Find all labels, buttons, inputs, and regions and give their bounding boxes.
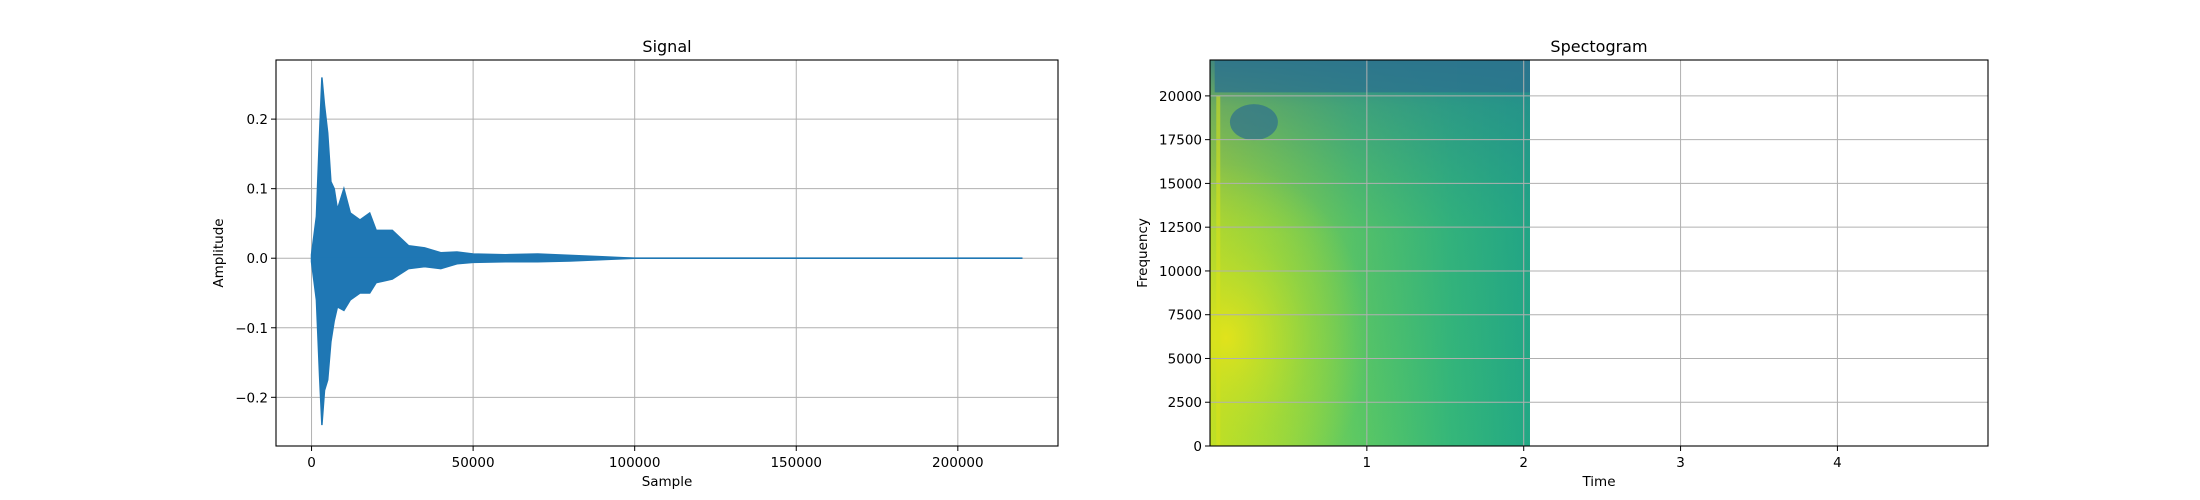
signal-title: Signal: [642, 37, 691, 56]
signal-ytick-label: −0.1: [235, 321, 268, 337]
signal-xtick-label: 200000: [932, 455, 984, 471]
spectrogram-title: Spectogram: [1550, 37, 1647, 56]
signal-xtick-label: 0: [307, 455, 316, 471]
signal-xtick-label: 100000: [609, 455, 661, 471]
signal-xtick-label: 150000: [770, 455, 822, 471]
spectrogram-axes: 1 2 3 4 0 2500 5000 7500 10000 12500 15000 17500 200…: [1135, 37, 1989, 490]
signal-ylabel: Amplitude: [211, 218, 227, 287]
spectrogram-xtick-label: 3: [1676, 455, 1685, 471]
spectrogram-ytick-label: 17500: [1159, 133, 1202, 149]
spectrogram-grid: [1210, 60, 1988, 447]
signal-grid: [276, 60, 1058, 446]
signal-xlabel: Sample: [642, 474, 693, 490]
signal-frame: [275, 59, 1059, 447]
signal-ytick-label: 0.0: [247, 251, 268, 267]
spectrogram-ytick-label: 5000: [1168, 351, 1202, 367]
signal-ytick-label: −0.2: [235, 390, 268, 406]
spectrogram-ytick-label: 10000: [1159, 264, 1202, 280]
spectrogram-ytick-label: 2500: [1168, 395, 1202, 411]
spectrogram-frame: [1209, 59, 1989, 447]
signal-waveform: [310, 77, 1023, 426]
spectrogram-ytick-label: 12500: [1159, 220, 1202, 236]
spectrogram-xtick-label: 4: [1833, 455, 1842, 471]
spectrogram-xtick-label: 2: [1519, 455, 1528, 471]
spectrogram-ytick-label: 20000: [1159, 89, 1202, 105]
spectrogram-dark-blob: [1229, 104, 1278, 141]
spectrogram-ylabel: Frequency: [1135, 218, 1151, 288]
spectrogram-xlabel: Time: [1581, 474, 1615, 490]
signal-ytick-label: 0.2: [247, 112, 268, 128]
spectrogram-image: [1210, 60, 1530, 446]
spectrogram-ticks: 1 2 3 4 0 2500 5000 7500 10000 12500 15000 17500 200…: [1159, 89, 1842, 471]
spectrogram-top-band: [1214, 60, 1530, 93]
signal-ticks: 0 50000 100000 150000 200000 −0.2 −0.1 0.0 0.1 0.…: [235, 112, 983, 471]
signal-ytick-label: 0.1: [247, 182, 268, 198]
signal-xtick-label: 50000: [452, 455, 495, 471]
spectrogram-xtick-label: 1: [1363, 455, 1372, 471]
spectrogram-ytick-label: 0: [1193, 439, 1202, 455]
signal-axes: 0 50000 100000 150000 200000 −0.2 −0.1 0.0 0.1 0.…: [211, 37, 1059, 490]
spectrogram-ytick-label: 7500: [1168, 308, 1202, 324]
spectrogram-ytick-label: 15000: [1159, 176, 1202, 192]
